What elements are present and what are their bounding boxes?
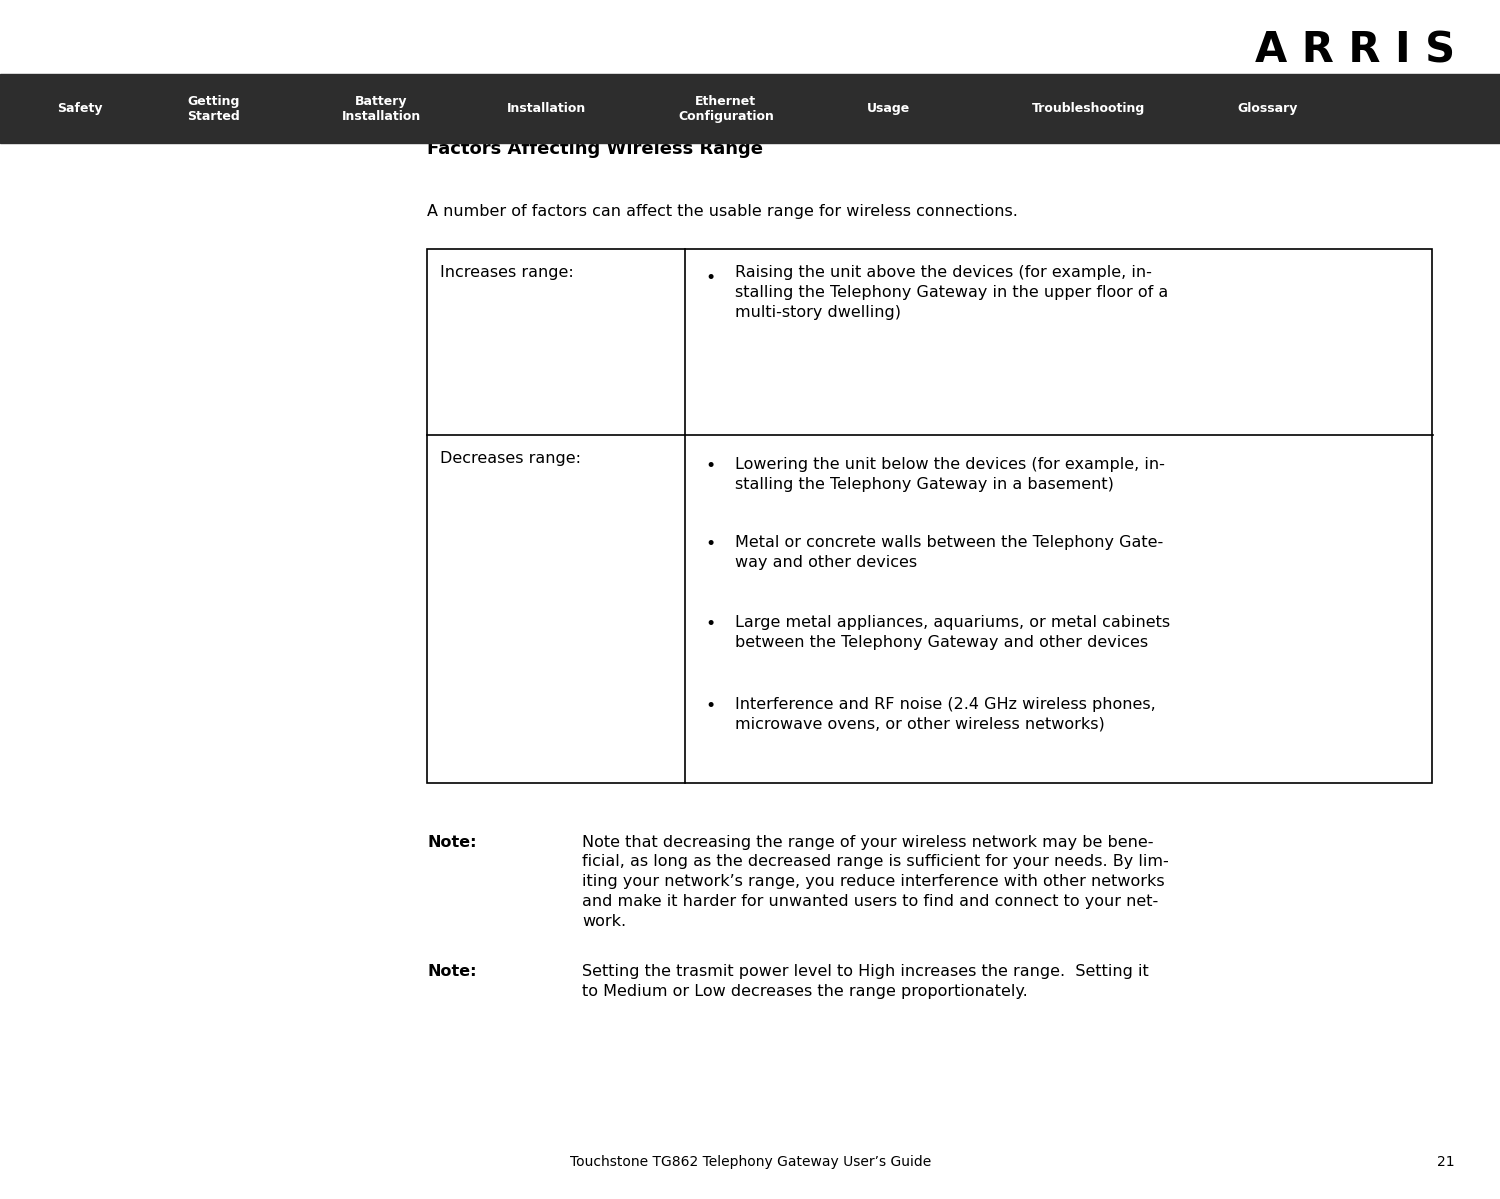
Text: Touchstone TG862 Telephony Gateway User’s Guide: Touchstone TG862 Telephony Gateway User’… [570,1155,932,1169]
Text: Lowering the unit below the devices (for example, in-
stalling the Telephony Gat: Lowering the unit below the devices (for… [735,457,1166,492]
Bar [427,249,1432,783]
Text: Note that decreasing the range of your wireless network may be bene-
ficial, as : Note that decreasing the range of your w… [582,835,1168,929]
Text: •: • [705,457,716,475]
Text: Safety: Safety [57,102,102,115]
Text: Note:: Note: [427,835,477,850]
Text: Getting
Started: Getting Started [188,95,240,122]
Text: Interference and RF noise (2.4 GHz wireless phones,
microwave ovens, or other wi: Interference and RF noise (2.4 GHz wirel… [735,697,1155,731]
Text: •: • [705,269,716,287]
Text: Glossary: Glossary [1238,102,1298,115]
Text: •: • [705,615,716,633]
Text: Raising the unit above the devices (for example, in-
stalling the Telephony Gate: Raising the unit above the devices (for … [735,265,1168,320]
Text: Increases range:: Increases range: [440,265,573,281]
Text: Large metal appliances, aquariums, or metal cabinets
between the Telephony Gatew: Large metal appliances, aquariums, or me… [735,615,1170,650]
Text: Note:: Note: [427,964,477,980]
Text: Battery
Installation: Battery Installation [342,95,422,122]
Text: Ethernet
Configuration: Ethernet Configuration [678,95,774,122]
Text: Installation: Installation [507,102,586,115]
Text: Metal or concrete walls between the Telephony Gate-
way and other devices: Metal or concrete walls between the Tele… [735,535,1164,570]
Text: •: • [705,535,716,553]
Text: 21: 21 [1437,1155,1455,1169]
Text: Setting the trasmit power level to High increases the range.  Setting it
to Medi: Setting the trasmit power level to High … [582,964,1149,999]
Text: A R R I S: A R R I S [1256,30,1455,72]
Text: Factors Affecting Wireless Range: Factors Affecting Wireless Range [427,140,764,158]
Text: Troubleshooting: Troubleshooting [1032,102,1146,115]
Bar [0,74,1500,143]
Text: •: • [705,697,716,715]
Text: Usage: Usage [867,102,910,115]
Text: Decreases range:: Decreases range: [440,451,580,466]
Text: A number of factors can affect the usable range for wireless connections.: A number of factors can affect the usabl… [427,204,1018,219]
